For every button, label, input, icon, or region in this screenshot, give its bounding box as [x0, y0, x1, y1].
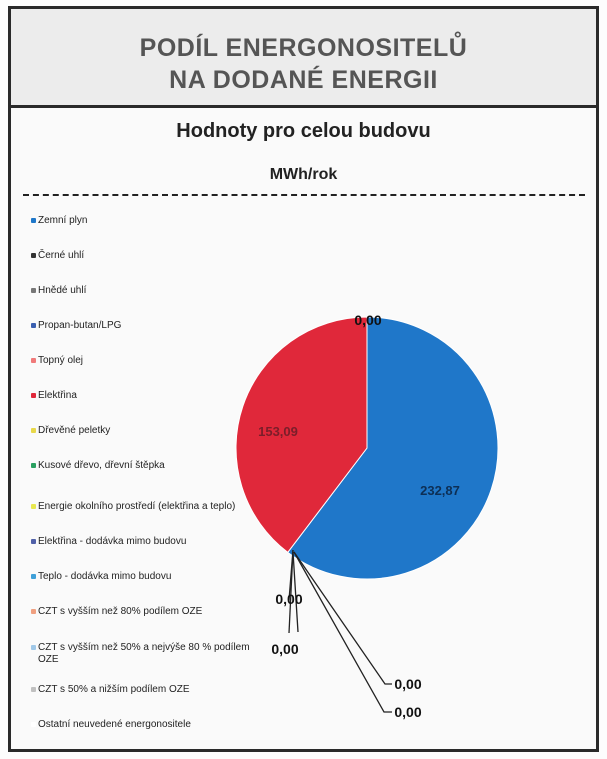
legend-item: Černé uhlí — [31, 250, 84, 262]
dashed-divider — [23, 194, 585, 196]
legend-swatch — [31, 322, 36, 328]
zero-value-label: 0,00 — [394, 704, 421, 720]
legend-item: Teplo - dodávka mimo budovu — [31, 571, 171, 583]
chart-frame: PODÍL ENERGONOSITELŮ NA DODANÉ ENERGII H… — [8, 6, 599, 752]
legend-swatch — [31, 287, 36, 293]
legend-swatch — [31, 538, 36, 544]
legend-label: CZT s 50% a nižším podílem OZE — [38, 684, 190, 695]
legend-swatch — [31, 252, 36, 258]
legend-item: Elektřina - dodávka mimo budovu — [31, 536, 186, 548]
legend-swatch — [31, 427, 36, 433]
legend-label: Kusové dřevo, dřevní štěpka — [38, 460, 165, 471]
pie-slice — [235, 316, 368, 554]
legend-swatch — [31, 462, 36, 468]
legend-swatch — [31, 573, 36, 579]
legend-swatch — [31, 721, 36, 727]
leader-line — [293, 551, 392, 685]
legend-label: Černé uhlí — [38, 250, 85, 261]
title-box: PODÍL ENERGONOSITELŮ NA DODANÉ ENERGII — [11, 9, 596, 108]
legend-item: Elektřina — [31, 390, 77, 402]
legend-label: Propan-butan/LPG — [38, 320, 122, 331]
zero-value-label: 0,00 — [354, 312, 381, 328]
leader-line — [292, 551, 299, 633]
legend-item: Ostatní neuvedené energonositele — [31, 719, 191, 731]
slice-value-label: 153,09 — [258, 424, 298, 439]
leader-line — [288, 549, 294, 634]
legend-label: Ostatní neuvedené energonositele — [38, 719, 191, 730]
pie-slice — [287, 316, 499, 580]
legend-item: CZT s vyšším než 50% a nejvýše 80 % podí… — [31, 642, 253, 666]
slice-value-label: 232,87 — [420, 483, 460, 498]
legend-swatch — [31, 686, 36, 692]
zero-value-label: 0,00 — [271, 641, 298, 657]
legend-swatch — [31, 644, 36, 650]
legend-label: CZT s vyšším než 50% a nejvýše 80 % podí… — [38, 642, 250, 665]
leader-line — [293, 551, 392, 713]
legend-item: Zemní plyn — [31, 215, 87, 227]
legend-label: Topný olej — [38, 355, 84, 366]
zero-value-label: 0,00 — [394, 676, 421, 692]
legend-item: Energie okolního prostředí (elektřina a … — [31, 501, 235, 513]
legend-label: Zemní plyn — [38, 215, 88, 226]
legend-item: Kusové dřevo, dřevní štěpka — [31, 460, 165, 472]
chart-title-line-2: NA DODANÉ ENERGII — [169, 66, 438, 94]
legend-swatch — [31, 217, 36, 223]
legend-item: Dřevěné peletky — [31, 425, 110, 437]
legend-label: Teplo - dodávka mimo budovu — [38, 571, 172, 582]
legend-label: Elektřina — [38, 390, 77, 401]
zero-value-label: 0,00 — [275, 591, 302, 607]
legend-item: Topný olej — [31, 355, 83, 367]
legend-label: Energie okolního prostředí (elektřina a … — [38, 501, 236, 512]
legend-swatch — [31, 392, 36, 398]
legend-label: Hnědé uhlí — [38, 285, 87, 296]
legend-swatch — [31, 608, 36, 614]
legend-label: Elektřina - dodávka mimo budovu — [38, 536, 187, 547]
legend-item: Propan-butan/LPG — [31, 320, 121, 332]
legend-item: CZT s vyšším než 80% podílem OZE — [31, 606, 202, 618]
legend-label: CZT s vyšším než 80% podílem OZE — [38, 606, 203, 617]
legend-swatch — [31, 357, 36, 363]
legend-item: Hnědé uhlí — [31, 285, 86, 297]
chart-subtitle: Hodnoty pro celou budovu — [176, 120, 431, 142]
chart-title-line-1: PODÍL ENERGONOSITELŮ — [139, 34, 468, 62]
legend-label: Dřevěné peletky — [38, 425, 111, 436]
legend-swatch — [31, 503, 36, 509]
chart-unit: MWh/rok — [269, 166, 338, 183]
legend-item: CZT s 50% a nižším podílem OZE — [31, 684, 190, 696]
